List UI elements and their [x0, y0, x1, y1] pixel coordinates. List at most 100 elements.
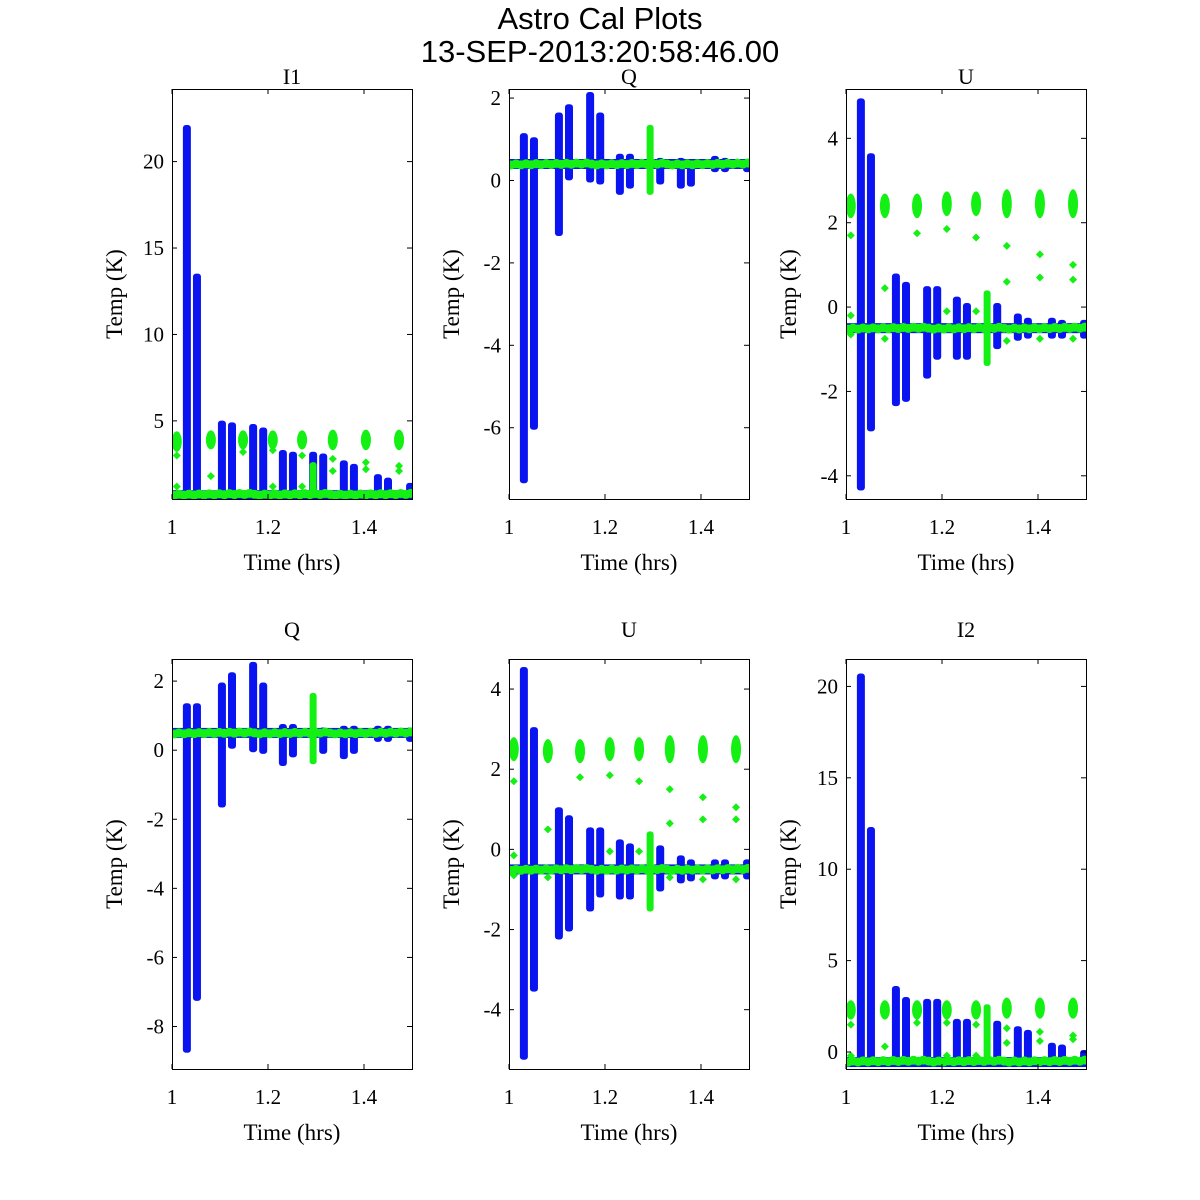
green-outlier-point: [1069, 275, 1078, 284]
subplot-4-q: Q 1 1.2 1.4 -8 -6 -4 -2 0 2 Time (hrs) Temp (K): [102, 617, 413, 1145]
y-tick-label: -4: [484, 333, 502, 357]
green-cluster: [971, 191, 982, 217]
green-outlier-point: [172, 451, 181, 460]
green-outlier-point: [576, 773, 585, 782]
blue-spike: [923, 998, 932, 1065]
green-outlier-point: [605, 771, 614, 780]
green-outlier-point: [361, 458, 370, 467]
green-outlier-point: [698, 815, 707, 824]
green-outlier-point: [732, 803, 741, 812]
green-baseline-point: [742, 863, 749, 873]
y-tick-label: -2: [821, 379, 839, 403]
green-outlier-point: [328, 454, 337, 463]
green-outlier-point: [665, 785, 674, 794]
subplot-1-i1: I1 1 1.2 1.4 5 10 15 20 Time (hrs) Temp (K): [102, 64, 413, 575]
green-outlier-point: [972, 307, 981, 316]
plot-area: [172, 661, 412, 1053]
blue-spike: [249, 661, 258, 753]
green-spike: [983, 1004, 991, 1064]
y-tick-label: 2: [491, 86, 502, 110]
axes-frame: [509, 659, 750, 1070]
x-tick-label: 1.4: [688, 515, 715, 539]
blue-spike: [339, 460, 348, 498]
green-cluster: [697, 735, 708, 764]
blue-spike: [217, 682, 226, 808]
x-tick-label: 1: [167, 515, 178, 539]
y-tick-label: 5: [154, 409, 165, 433]
green-outlier-point: [361, 465, 370, 474]
green-cluster: [1001, 997, 1012, 1019]
y-tick-label: 20: [143, 150, 164, 174]
blue-spike: [625, 153, 634, 189]
green-outlier-point: [880, 1042, 889, 1051]
y-tick-label: 15: [817, 766, 838, 790]
x-tick-label: 1: [841, 515, 852, 539]
green-baseline-point: [1079, 1055, 1086, 1065]
green-outlier-point: [1035, 334, 1044, 343]
blue-spike: [933, 286, 942, 360]
y-axis-label: Temp (K): [439, 819, 464, 909]
green-outlier-point: [543, 825, 552, 834]
green-cluster: [509, 737, 519, 762]
x-tick-label: 1.2: [255, 515, 281, 539]
green-spike: [309, 462, 317, 498]
y-tick-label: -8: [147, 1015, 165, 1039]
y-tick-label: 0: [828, 1040, 839, 1064]
green-cluster: [912, 193, 923, 219]
figure-subtitle: 13-SEP-2013:20:58:46.00: [421, 34, 780, 69]
blue-spike: [228, 422, 236, 498]
y-tick-label: 2: [828, 211, 839, 235]
green-cluster: [731, 735, 742, 764]
blue-spike: [529, 727, 538, 992]
axes-frame: [509, 89, 750, 500]
x-tick-label: 1: [167, 1085, 178, 1109]
green-cluster: [941, 191, 952, 217]
y-tick-label: -2: [147, 807, 165, 831]
blue-spike: [182, 703, 191, 1053]
green-spike: [646, 124, 654, 195]
green-outlier-point: [846, 231, 855, 240]
green-outlier-point: [543, 873, 552, 882]
x-tick-label: 1.4: [351, 1085, 378, 1109]
green-cluster: [267, 430, 278, 450]
green-outlier-point: [509, 871, 518, 880]
blue-spike: [519, 133, 528, 484]
green-cluster: [238, 430, 249, 450]
green-cluster: [360, 429, 371, 451]
green-cluster: [664, 735, 675, 764]
y-axis-label: Temp (K): [102, 249, 127, 339]
x-tick-label: 1.2: [592, 1085, 618, 1109]
subplot-title: U: [621, 617, 637, 642]
axes-frame: [172, 89, 413, 500]
green-outlier-point: [268, 446, 277, 455]
green-outlier-point: [605, 847, 614, 856]
plot-area: [846, 673, 1086, 1068]
green-outlier-point: [172, 482, 181, 491]
green-outlier-point: [298, 451, 307, 460]
green-baseline-point: [742, 158, 749, 168]
subplot-title: I2: [957, 617, 975, 642]
green-outlier-point: [665, 873, 674, 882]
green-outlier-point: [913, 229, 922, 238]
subplot-title: Q: [621, 64, 637, 89]
green-outlier-point: [972, 233, 981, 242]
green-cluster: [172, 431, 182, 452]
blue-spike: [217, 420, 226, 498]
blue-spike: [891, 986, 900, 1065]
green-cluster: [327, 429, 338, 451]
blue-spike: [319, 453, 328, 498]
green-cluster: [1034, 997, 1045, 1019]
subplot-title: I1: [283, 64, 301, 89]
green-outlier-point: [298, 482, 307, 491]
axes-frame: [846, 659, 1087, 1070]
green-outlier-point: [1035, 1037, 1044, 1046]
green-cluster: [205, 430, 216, 450]
green-outlier-point: [239, 447, 248, 456]
green-cluster: [879, 193, 890, 219]
y-tick-label: 2: [154, 669, 165, 693]
green-outlier-point: [913, 1018, 922, 1027]
green-cluster: [1068, 189, 1079, 219]
x-tick-label: 1.2: [592, 515, 618, 539]
green-outlier-point: [635, 777, 644, 786]
